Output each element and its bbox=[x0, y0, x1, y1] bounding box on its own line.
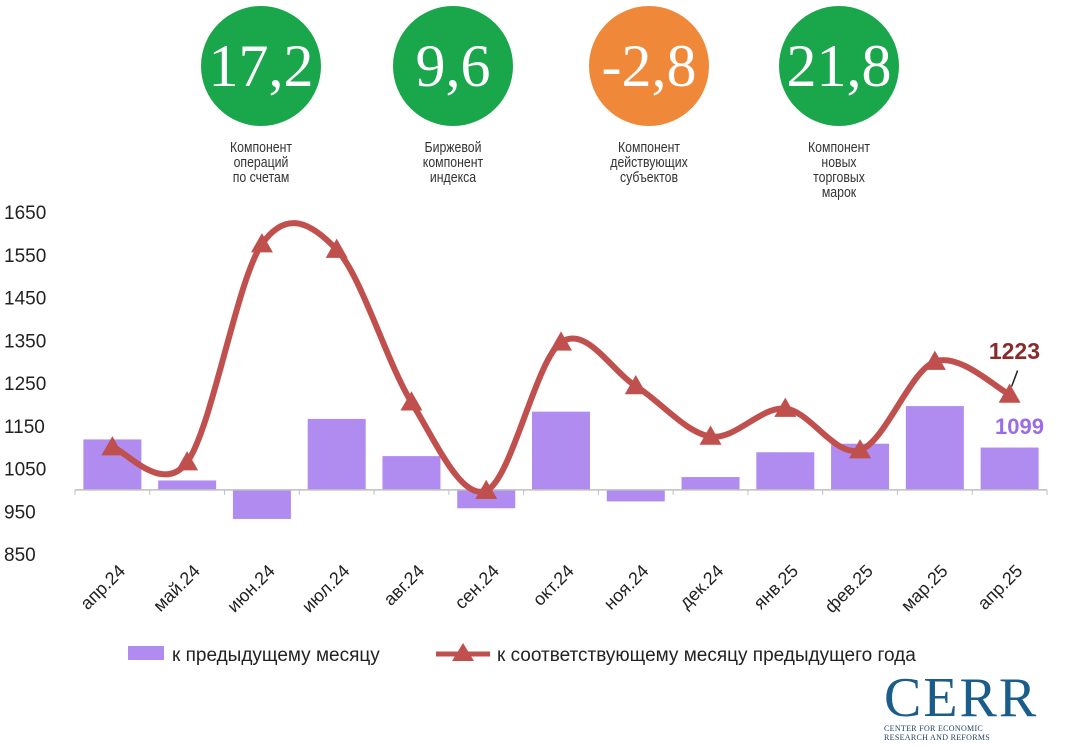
line-marker bbox=[176, 451, 199, 471]
x-tick-label: июл.24 bbox=[298, 561, 354, 617]
x-tick-label: май.24 bbox=[149, 561, 204, 616]
line-marker bbox=[550, 331, 572, 351]
bar bbox=[382, 456, 441, 490]
y-tick-label: 850 bbox=[4, 545, 36, 566]
line-marker bbox=[475, 479, 498, 499]
bar bbox=[307, 418, 366, 490]
y-tick-label: 1250 bbox=[4, 374, 46, 395]
line-marker bbox=[101, 436, 124, 456]
kpi-new-trademarks: 21,8 Компонент новых торговых марок bbox=[764, 6, 914, 200]
logo-subtitle-line: CENTER FOR ECONOMIC bbox=[884, 724, 984, 733]
bar bbox=[980, 447, 1039, 490]
y-tick-label: 1450 bbox=[4, 289, 46, 310]
legend-bar-swatch bbox=[128, 646, 164, 660]
x-tick-label: апр.24 bbox=[76, 561, 129, 614]
kpi-label: Компонент действующих субъектов bbox=[610, 139, 688, 186]
bar bbox=[158, 480, 217, 490]
line-marker bbox=[250, 233, 273, 253]
kpi-circle: 17,2 bbox=[201, 6, 321, 126]
line-marker bbox=[325, 238, 348, 258]
y-tick-label: 1350 bbox=[4, 331, 46, 352]
y-tick-label: 1550 bbox=[4, 246, 46, 267]
x-tick-label: ноя.24 bbox=[600, 561, 653, 614]
x-tick-label: сен.24 bbox=[451, 561, 503, 613]
legend-line-label: к соответствующему месяцу предыдущего го… bbox=[497, 645, 916, 666]
line-marker bbox=[699, 425, 722, 445]
y-tick-label: 1650 bbox=[4, 203, 46, 224]
legend-line-marker bbox=[452, 643, 474, 661]
bar bbox=[232, 489, 291, 519]
y-tick-label: 1050 bbox=[4, 460, 46, 481]
bar bbox=[681, 477, 740, 490]
logo-subtitle-line: RESEARCH AND REFORMS bbox=[884, 733, 991, 742]
kpi-circle: 9,6 bbox=[393, 6, 513, 126]
bar bbox=[756, 452, 815, 490]
kpi-active-entities: -2,8 Компонент действующих субъектов bbox=[574, 6, 724, 185]
x-tick-label: окт.24 bbox=[529, 561, 578, 610]
y-tick-label: 1150 bbox=[4, 417, 45, 438]
kpi-circle: 21,8 bbox=[779, 6, 899, 126]
kpi-label: Компонент операций по счетам bbox=[229, 139, 293, 186]
x-tick-label: июн.24 bbox=[223, 561, 279, 617]
line-marker bbox=[774, 397, 797, 417]
x-tick-label: мар.25 bbox=[897, 561, 952, 616]
x-tick-label: авг.24 bbox=[380, 561, 429, 610]
x-tick-label: дек.24 bbox=[675, 561, 727, 613]
line-marker bbox=[849, 439, 872, 459]
x-tick-label: апр.25 bbox=[974, 561, 1027, 614]
x-tick-label: фев.25 bbox=[821, 561, 877, 617]
cerr-logo: CERR CENTER FOR ECONOMIC RESEARCH AND RE… bbox=[884, 667, 1064, 742]
data-label-line: 1223 bbox=[989, 338, 1040, 364]
kpi-exchange-index: 9,6 Биржевой компонент индекса bbox=[378, 6, 528, 185]
bar bbox=[532, 411, 590, 490]
data-label-bar: 1099 bbox=[995, 414, 1044, 439]
kpi-circle: -2,8 bbox=[589, 6, 709, 126]
line-marker bbox=[923, 350, 946, 370]
bar bbox=[905, 406, 964, 490]
line-marker bbox=[624, 374, 647, 395]
line-marker bbox=[400, 391, 423, 411]
kpi-label: Компонент новых торговых марок bbox=[807, 139, 871, 201]
legend-bar-label: к предыдущему месяцу bbox=[172, 645, 380, 666]
line-marker bbox=[998, 383, 1021, 403]
kpi-label: Биржевой компонент индекса bbox=[422, 139, 484, 186]
logo-text: CERR bbox=[884, 667, 1039, 729]
annotation-leader bbox=[1010, 370, 1019, 387]
kpi-operations: 17,2 Компонент операций по счетам bbox=[186, 6, 336, 185]
y-tick-label: 950 bbox=[4, 502, 36, 523]
bar bbox=[606, 489, 665, 502]
kpi-row: 17,2 Компонент операций по счетам 9,6 Бирж… bbox=[0, 0, 1070, 230]
bar bbox=[457, 489, 516, 509]
x-tick-label: янв.25 bbox=[750, 561, 803, 614]
